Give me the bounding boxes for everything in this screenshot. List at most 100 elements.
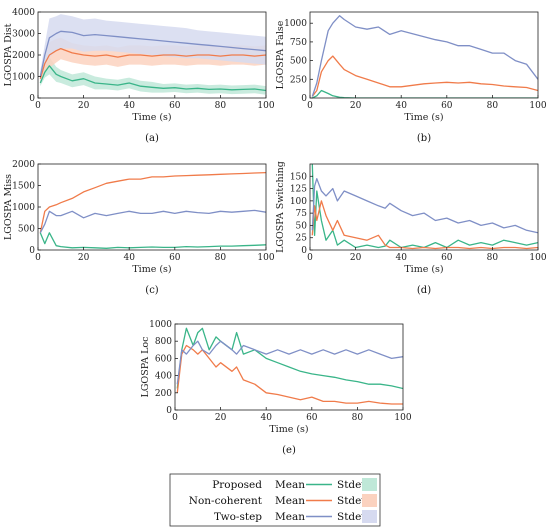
legend-label-proposed: Proposed [212, 479, 262, 491]
y-tick-label: 1000 [12, 203, 35, 213]
y-tick-label: 250 [290, 75, 307, 85]
legend-label-two-step: Two-step [214, 511, 262, 523]
x-tick-label: 20 [350, 101, 362, 111]
legend-row-two-step: Two-step Mean Stdev [214, 510, 377, 523]
series-line-proposed [176, 327, 403, 390]
panel-label: (d) [417, 285, 431, 296]
plot-frame [309, 163, 539, 251]
plot-frame [174, 323, 404, 411]
stdev-band-two-step [40, 14, 266, 82]
y-tick-label: 0 [301, 94, 307, 104]
y-tick-label: 750 [290, 38, 307, 48]
y-tick-label: 2000 [12, 51, 35, 61]
legend-mean-non-coherent: Mean [275, 495, 305, 507]
y-tick-label: 0 [166, 406, 172, 416]
y-tick-label: 500 [290, 57, 307, 67]
y-tick-label: 125 [290, 185, 307, 195]
y-tick-label: 100 [290, 197, 307, 207]
series-line-proposed [312, 89, 538, 98]
legend-label-non-coherent: Non-coherent [189, 495, 263, 507]
x-tick-label: 60 [306, 413, 318, 423]
legend-mean-proposed: Mean [275, 479, 305, 491]
y-tick-label: 500 [18, 225, 35, 235]
series-line-two-step [311, 15, 538, 97]
y-tick-label: 200 [155, 389, 172, 399]
x-axis-label: Time (s) [269, 424, 308, 435]
legend-stdev-proposed: Stdev [337, 479, 367, 491]
panel-label: (a) [145, 133, 159, 144]
panel-label: (b) [417, 133, 431, 144]
series-line-two-step [39, 209, 266, 234]
y-axis-label: LGOSPA Loc [140, 337, 151, 398]
x-tick-label: 80 [487, 101, 499, 111]
y-tick-label: 75 [296, 209, 308, 219]
legend-stdev-two-step: Stdev [337, 511, 367, 523]
x-tick-label: 80 [487, 253, 499, 263]
y-axis-label: LGOSPA Miss [3, 174, 14, 240]
x-tick-label: 40 [123, 253, 135, 263]
y-axis-label: LGOSPA Switching [275, 161, 286, 253]
legend-mean-two-step: Mean [275, 511, 305, 523]
series-line-two-step [311, 178, 538, 234]
x-tick-label: 60 [441, 101, 453, 111]
y-tick-label: 1000 [284, 19, 307, 29]
x-tick-label: 0 [172, 413, 178, 423]
y-tick-label: 1000 [12, 73, 35, 83]
series-line-two-step [176, 340, 403, 385]
x-tick-label: 100 [529, 101, 546, 111]
x-tick-label: 80 [352, 413, 364, 423]
x-tick-label: 100 [257, 101, 274, 111]
x-tick-label: 100 [394, 413, 411, 423]
x-tick-label: 80 [215, 253, 227, 263]
y-tick-label: 0 [301, 246, 307, 256]
panel-label: (e) [282, 445, 296, 456]
y-axis-label: LGOSPA False [275, 20, 286, 89]
series-line-proposed [311, 164, 538, 249]
legend-swatch-two-step [362, 510, 377, 523]
legend-stdev-non-coherent: Stdev [337, 495, 367, 507]
y-tick-label: 400 [155, 372, 172, 382]
y-tick-label: 2000 [12, 160, 35, 170]
y-tick-label: 1500 [12, 182, 35, 192]
panel-label: (c) [145, 285, 159, 296]
x-tick-label: 20 [78, 253, 90, 263]
y-axis-label: LGOSPA Dist [3, 23, 14, 86]
x-tick-label: 0 [35, 253, 41, 263]
x-tick-label: 0 [307, 101, 313, 111]
x-tick-label: 0 [35, 101, 41, 111]
x-tick-label: 20 [350, 253, 362, 263]
legend: Proposed Mean Stdev Non-coherent Mean St… [169, 473, 381, 527]
x-tick-label: 40 [123, 101, 135, 111]
x-axis-label: Time (s) [132, 264, 171, 275]
series-line-proposed [39, 65, 266, 92]
x-tick-label: 40 [395, 253, 407, 263]
y-tick-label: 25 [296, 234, 308, 244]
y-tick-label: 600 [155, 354, 172, 364]
legend-swatch-non-coherent [362, 494, 377, 507]
x-tick-label: 80 [215, 101, 227, 111]
series-line-proposed [39, 232, 266, 249]
y-tick-label: 150 [290, 172, 307, 182]
x-tick-label: 60 [169, 101, 181, 111]
x-tick-label: 60 [441, 253, 453, 263]
x-tick-label: 20 [78, 101, 90, 111]
x-axis-label: Time (s) [132, 112, 171, 123]
x-tick-label: 100 [257, 253, 274, 263]
legend-row-proposed: Proposed Mean Stdev [212, 478, 377, 491]
series-line-non-coherent [311, 200, 538, 250]
panel-d: 0 20 40 60 80 100 0 25 50 75 100 125 150 Time (s) LGOS… [275, 161, 547, 296]
x-tick-label: 40 [395, 101, 407, 111]
x-tick-label: 100 [529, 253, 546, 263]
y-tick-label: 50 [296, 221, 308, 231]
plot-frame [309, 11, 539, 99]
x-tick-label: 0 [307, 253, 313, 263]
series-line-two-step [39, 30, 266, 77]
series-line-non-coherent [39, 171, 266, 233]
x-axis-label: Time (s) [404, 264, 443, 275]
y-tick-label: 0 [29, 246, 35, 256]
